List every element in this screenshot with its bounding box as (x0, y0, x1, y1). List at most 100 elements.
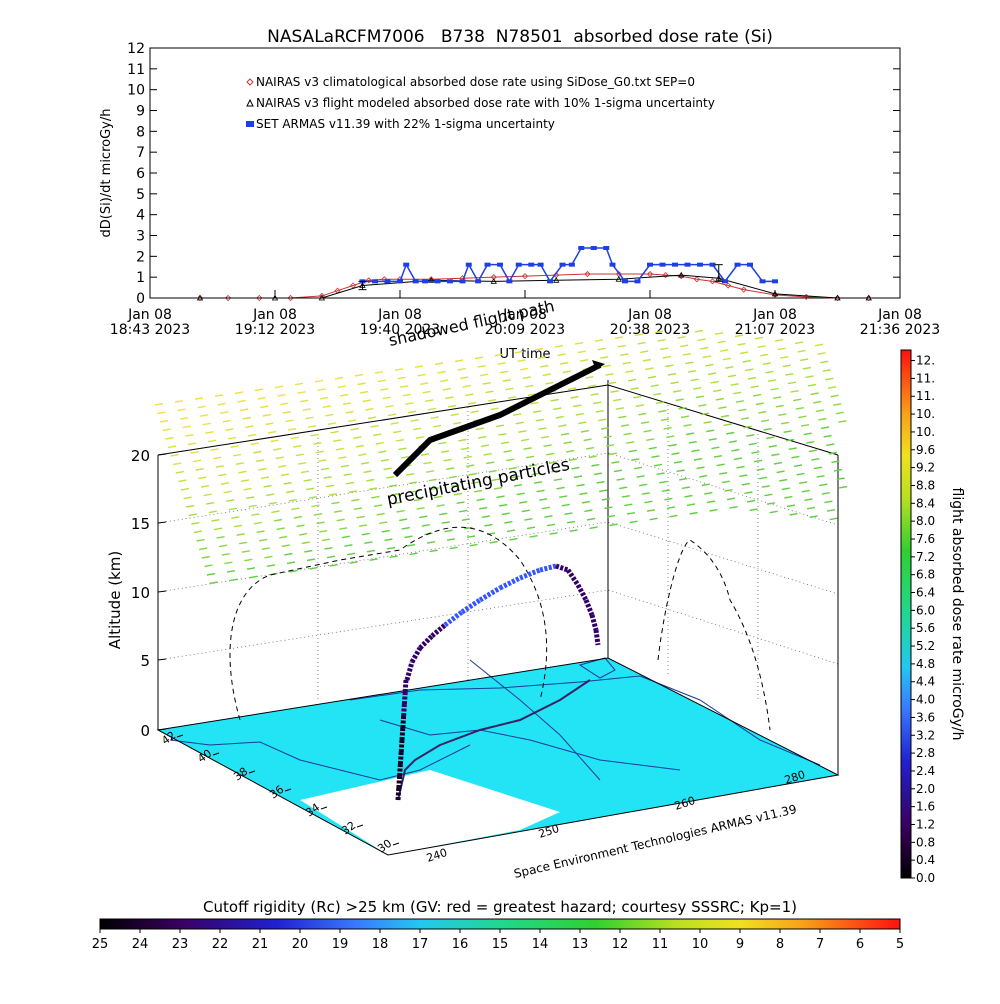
particle-mark (446, 467, 455, 470)
particle-mark (436, 504, 445, 507)
particle-mark (225, 428, 234, 431)
top-point-armas (559, 262, 566, 267)
particle-mark (669, 514, 678, 518)
particle-mark (585, 376, 594, 379)
particle-mark (379, 521, 388, 525)
particle-mark (830, 394, 839, 398)
top-point-armas (434, 279, 441, 284)
top-point-armas (547, 279, 553, 284)
particle-mark (642, 358, 651, 362)
top-point-armas (647, 262, 653, 267)
particle-mark (706, 500, 716, 504)
particle-mark (373, 433, 382, 437)
particle-mark (239, 541, 248, 545)
particle-mark (446, 538, 456, 541)
particle-mark (471, 481, 480, 485)
particle-mark (437, 370, 446, 374)
top-point-flight-model (196, 294, 204, 301)
particle-mark (333, 510, 343, 513)
particle-mark (641, 492, 650, 495)
particle-mark (709, 508, 718, 512)
particle-mark (557, 353, 566, 357)
top-point-armas (659, 262, 666, 267)
particle-mark (406, 473, 415, 476)
particle-mark (733, 391, 742, 395)
particle-mark (680, 415, 690, 419)
particle-mark (757, 345, 766, 348)
particle-mark (324, 547, 333, 550)
particle-mark (342, 402, 351, 406)
particle-mark (349, 561, 358, 564)
particle-mark (262, 413, 271, 417)
top-point-flight-model (318, 294, 326, 301)
particle-mark (517, 359, 526, 362)
top-point-armas (459, 279, 466, 284)
particle-mark (809, 515, 818, 518)
particle-mark (286, 561, 296, 565)
particle-mark (755, 402, 764, 406)
particle-mark (660, 347, 669, 351)
z-tick-mark (157, 453, 167, 456)
particle-mark (297, 391, 306, 394)
particle-mark (419, 515, 428, 519)
3d-lon-ticks: 240 250 260 280 (425, 768, 807, 865)
particle-mark (514, 350, 524, 354)
particle-mark (243, 487, 252, 491)
particle-mark (691, 449, 700, 453)
top-point-armas (722, 279, 728, 284)
particle-mark (559, 495, 568, 498)
3d-top-edge-right (607, 384, 839, 456)
particle-mark (640, 421, 650, 424)
top-series-line-0 (200, 273, 869, 299)
particle-mark (765, 370, 774, 374)
particle-mark (564, 512, 573, 515)
particle-mark (216, 536, 225, 539)
particle-mark (677, 336, 686, 339)
particle-mark (346, 481, 355, 485)
particle-mark (456, 501, 465, 504)
particle-mark (413, 498, 423, 502)
top-point-flight-model (771, 290, 779, 297)
particle-mark (490, 407, 499, 411)
particle-mark (774, 339, 784, 342)
particle-mark (226, 499, 235, 502)
particle-mark (426, 470, 435, 473)
particle-mark (273, 518, 283, 522)
particle-mark (631, 458, 640, 461)
particle-mark (370, 424, 379, 428)
particle-mark (673, 389, 682, 393)
particle-mark (695, 395, 704, 399)
particle-mark (175, 470, 184, 474)
particle-mark (773, 396, 782, 399)
particle-mark (793, 464, 803, 467)
particle-mark (707, 372, 717, 376)
bottom-cb-tick-label: 20 (292, 937, 309, 952)
particle-mark (431, 487, 440, 490)
particle-mark (627, 378, 637, 382)
particle-mark (771, 453, 780, 457)
top-point-climatological (490, 274, 497, 281)
particle-mark (400, 385, 409, 388)
particle-mark (195, 468, 204, 471)
particle-mark (395, 439, 404, 442)
particle-mark (378, 450, 387, 454)
particle-mark (186, 504, 195, 508)
particle-mark (233, 453, 242, 457)
particle-mark (495, 424, 504, 428)
bottom-cb-tick-label: 25 (92, 937, 109, 952)
particle-mark (488, 469, 497, 473)
particle-mark (290, 436, 299, 440)
particle-mark (673, 460, 683, 464)
particle-mark (654, 330, 664, 334)
particle-mark (448, 475, 457, 479)
particle-mark (540, 435, 550, 439)
particle-mark (346, 552, 356, 556)
top-x-tick-label-line2: 21:07 2023 (735, 322, 815, 338)
right-cb-tick-label: 6.0 (916, 603, 935, 617)
particle-mark (520, 367, 529, 371)
particle-mark (504, 520, 513, 524)
particle-mark (215, 465, 224, 468)
particle-mark (481, 515, 490, 519)
right-cb-tick-label: 4.4 (916, 675, 935, 689)
z-tick-label: 10 (131, 584, 150, 602)
